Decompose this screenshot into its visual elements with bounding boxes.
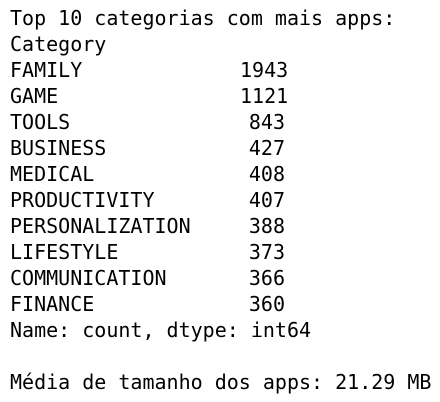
category-count: 1121 <box>240 84 289 108</box>
category-count: 388 <box>248 214 285 238</box>
category-name: FAMILY <box>10 58 83 82</box>
category-count: 408 <box>248 162 285 186</box>
category-count: 1943 <box>240 58 289 82</box>
category-row: BUSINESS 427 <box>10 135 440 161</box>
category-row: GAME 1121 <box>10 83 440 109</box>
category-name: GAME <box>10 84 59 108</box>
category-name: PRODUCTIVITY <box>10 188 155 212</box>
category-count: 427 <box>248 136 285 160</box>
category-name: LIFESTYLE <box>10 240 119 264</box>
category-count: 360 <box>248 292 285 316</box>
category-count: 843 <box>248 110 285 134</box>
category-name: TOOLS <box>10 110 71 134</box>
summary: Média de tamanho dos apps: 21.29 MB <box>10 370 432 394</box>
category-row: FINANCE 360 <box>10 291 440 317</box>
category-name: BUSINESS <box>10 136 107 160</box>
category-row: TOOLS 843 <box>10 109 440 135</box>
category-row: FAMILY 1943 <box>10 57 440 83</box>
category-row: LIFESTYLE 373 <box>10 239 440 265</box>
category-row: PRODUCTIVITY 407 <box>10 187 440 213</box>
category-row: MEDICAL 408 <box>10 161 440 187</box>
category-name: MEDICAL <box>10 162 95 186</box>
blank-line <box>10 343 440 369</box>
category-name: PERSONALIZATION <box>10 214 191 238</box>
category-name: COMMUNICATION <box>10 266 167 290</box>
rows: FAMILY 1943 GAME 1121 TOOLS 843 BUSINESS 427 MED… <box>10 57 440 317</box>
category-count: 373 <box>248 240 285 264</box>
category-count: 407 <box>248 188 285 212</box>
category-row: COMMUNICATION 366 <box>10 265 440 291</box>
header: Top 10 categorias com mais apps: <box>10 6 396 30</box>
category-row: PERSONALIZATION 388 <box>10 213 440 239</box>
category-name: FINANCE <box>10 292 95 316</box>
category-count: 366 <box>248 266 285 290</box>
footer: Name: count, dtype: int64 <box>10 318 312 342</box>
index-name: Category <box>10 32 107 56</box>
